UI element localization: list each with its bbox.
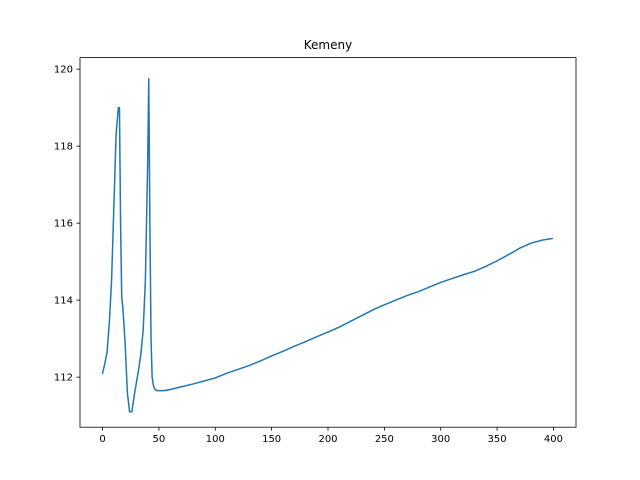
x-tick-label: 350 (488, 434, 507, 445)
y-tick-label: 114 (54, 296, 73, 307)
x-tick-label: 100 (206, 434, 225, 445)
chart-title: Kemeny (304, 38, 352, 52)
y-axis: 112 114 116 118 120 (54, 65, 80, 384)
y-tick-label: 120 (54, 65, 73, 76)
x-tick-label: 300 (431, 434, 450, 445)
y-tick-label: 118 (54, 142, 73, 153)
x-tick-label: 0 (99, 434, 105, 445)
x-tick-label: 400 (544, 434, 563, 445)
y-tick-label: 112 (54, 373, 73, 384)
series-layer (101, 78, 554, 413)
series-line (101, 78, 554, 413)
x-tick-label: 250 (375, 434, 394, 445)
x-tick-label: 50 (153, 434, 166, 445)
y-tick-label: 116 (54, 219, 73, 230)
x-tick-label: 150 (262, 434, 281, 445)
x-axis: 0 50 100 150 200 250 300 350 400 (99, 427, 563, 445)
plot-area-frame (79, 57, 577, 428)
x-tick-label: 200 (318, 434, 337, 445)
